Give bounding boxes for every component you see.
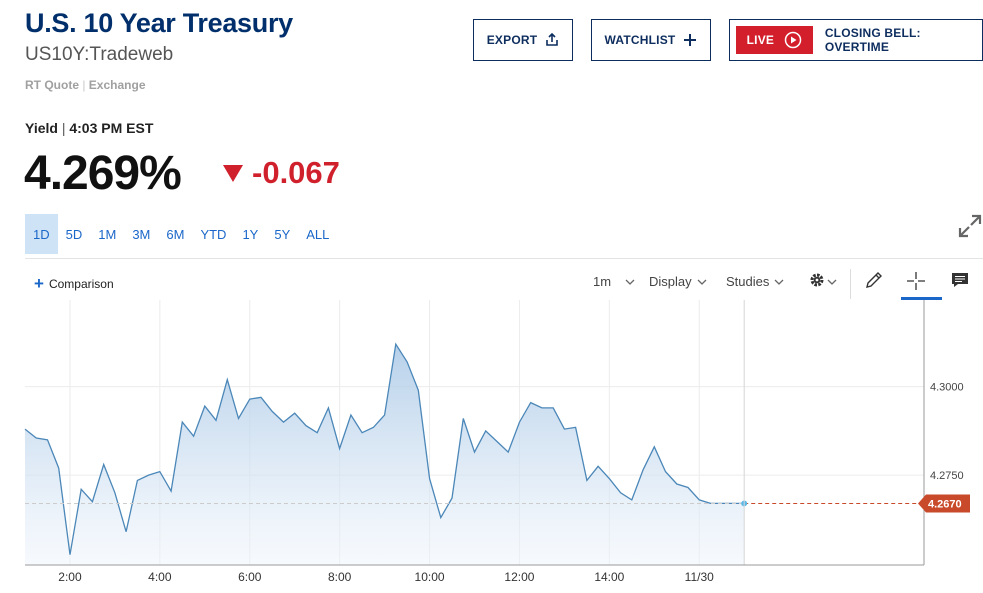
x-tick-label: 2:00 [58,570,82,584]
display-label: Display [649,274,692,289]
x-tick-label: 12:00 [504,570,534,584]
x-tick-label: 6:00 [238,570,262,584]
closing-bell-label: CLOSING BELL: OVERTIME [824,26,921,54]
export-button[interactable]: EXPORT [473,19,573,61]
interval-dropdown[interactable]: 1m [593,274,635,289]
interval-label: 1m [593,274,612,289]
studies-label: Studies [726,274,770,289]
page-title: U.S. 10 Year Treasury [25,8,293,38]
watchlist-button[interactable]: WATCHLIST [591,19,711,61]
yield-chart[interactable]: 2:00 4:00 6:00 8:00 10:00 12:00 14:00 11/30 4.30… [0,300,983,593]
y-tick-label: 4.3000 [930,382,964,394]
change-value: -0.067 [252,155,340,190]
y-tick-label: 4.2750 [930,470,964,482]
settings-dropdown[interactable] [809,272,837,291]
exchange-label: Exchange [88,78,146,92]
rt-quote-label: RT Quote [25,78,79,92]
export-label: EXPORT [486,33,538,47]
last-value-badge: 4.2670 [918,494,970,513]
range-5d[interactable]: 5D [65,226,83,242]
plus-icon: + [34,274,44,293]
range-3m[interactable]: 3M [132,226,151,242]
range-1m[interactable]: 1M [98,226,117,242]
x-tick-label: 14:00 [594,570,624,584]
toolbar-divider [25,258,983,259]
chevron-down-icon [697,279,707,285]
x-tick-label: 4:00 [148,570,172,584]
live-badge: LIVE [736,26,813,54]
studies-dropdown[interactable]: Studies [726,274,784,289]
x-tick-label: 8:00 [328,570,352,584]
x-tick-label: 10:00 [415,570,445,584]
chevron-down-icon [774,279,784,285]
crosshair-active-indicator [901,297,942,300]
range-all[interactable]: ALL [306,226,330,242]
down-arrow-icon [222,163,244,183]
yield-area [25,344,745,565]
x-tick-label: 11/30 [685,570,714,584]
last-price: 4.269% [24,147,182,200]
live-label: LIVE [746,33,775,47]
symbol-label: US10Y:Tradeweb [25,44,174,65]
price-change: -0.067 [222,155,340,191]
range-selector: 1D 5D 1M 3M 6M YTD 1Y 5Y ALL [25,214,337,254]
chevron-down-icon [625,279,635,285]
plus-icon [683,33,697,47]
range-5y[interactable]: 5Y [274,226,291,242]
yield-line [24,342,745,555]
gear-icon [809,272,825,291]
crosshair-icon[interactable] [905,270,927,292]
chevron-down-icon [827,279,837,285]
comparison-label: Comparison [48,277,114,291]
comment-icon[interactable] [950,271,970,289]
share-icon [545,33,559,47]
play-icon [784,31,802,49]
display-dropdown[interactable]: Display [649,274,707,289]
toolbar-separator [850,269,851,299]
watchlist-label: WATCHLIST [604,33,676,47]
range-1y[interactable]: 1Y [242,226,259,242]
range-ytd[interactable]: YTD [200,226,227,242]
range-6m[interactable]: 6M [166,226,185,242]
range-1d[interactable]: 1D [25,214,58,254]
quote-time: 4:03 PM EST [69,120,154,136]
pencil-icon[interactable] [864,270,884,290]
comparison-button[interactable]: + Comparison [34,274,114,293]
last-value-label: 4.2670 [928,498,962,510]
live-button[interactable]: LIVE CLOSING BELL: OVERTIME [729,19,983,61]
yield-label: Yield [25,120,58,136]
quote-source: RT Quote | Exchange [25,78,146,92]
expand-icon[interactable] [958,214,982,243]
yield-time-label: Yield | 4:03 PM EST [25,120,154,136]
